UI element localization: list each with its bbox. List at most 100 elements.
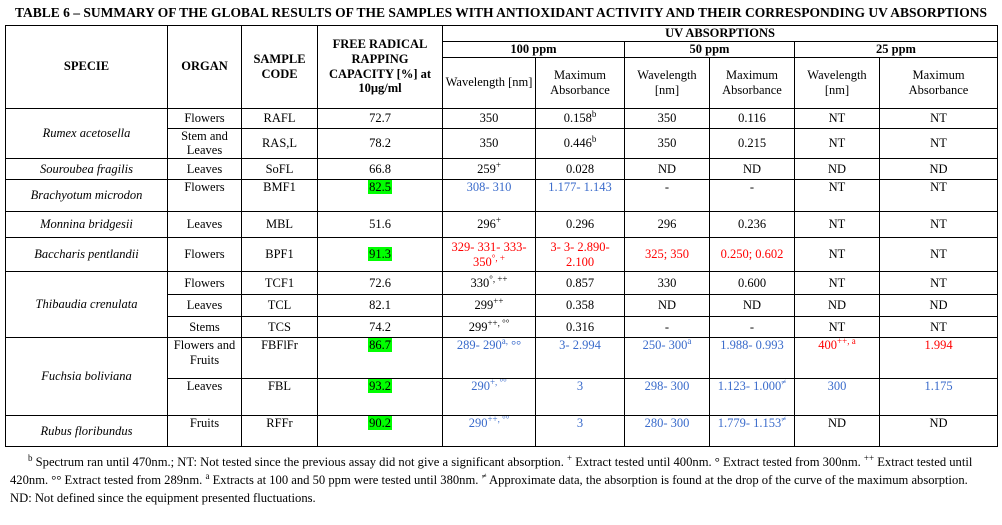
max-absorbance-50ppm-cell: - — [709, 179, 795, 213]
header-organ: ORGAN — [167, 24, 242, 109]
wavelength-100ppm-cell: 350 — [442, 127, 536, 160]
sample-code-cell: TCL — [241, 294, 318, 318]
max-absorbance-25ppm-cell: NT — [878, 127, 999, 160]
max-absorbance-100ppm-cell: 3- 3- 2.890- 2.100 — [535, 237, 625, 273]
wavelength-25ppm-cell: NT — [794, 211, 880, 239]
table-row: Monnina bridgesii Leaves MBL 51.6 296+ 0.296 2… — [5, 211, 999, 239]
max-absorbance-100ppm-cell: 0.028 — [535, 158, 625, 181]
max-absorbance-25ppm-cell: ND — [878, 294, 999, 318]
header-25ppm: 25 ppm — [793, 40, 999, 58]
max-absorbance-25ppm-cell: NT — [878, 211, 999, 239]
organ-cell: Stem and Leaves — [167, 127, 242, 160]
max-absorbance-25ppm-cell: ND — [878, 158, 999, 181]
table-row: Rubus floribundus Fruits RFFr 90.2 290++, °°… — [5, 415, 999, 448]
organ-cell: Leaves — [167, 211, 242, 239]
max-absorbance-25ppm-cell: NT — [878, 271, 999, 296]
species-cell: Monnina bridgesii — [5, 211, 168, 239]
header-specie: SPECIE — [5, 24, 168, 109]
free-radical-capacity-cell: 82.5 — [317, 179, 443, 213]
max-absorbance-50ppm-cell: 1.988- 0.993 — [709, 337, 795, 380]
free-radical-capacity-cell: 51.6 — [317, 211, 443, 239]
max-absorbance-25ppm-cell: NT — [878, 107, 999, 129]
sample-code-cell: FBL — [241, 378, 318, 417]
organ-cell: Leaves — [167, 158, 242, 181]
wavelength-25ppm-cell: 300 — [794, 378, 880, 417]
wavelength-50ppm-cell: 350 — [624, 107, 710, 129]
table-row: Brachyotum microdon Flowers BMF1 82.5 308- 3… — [5, 179, 999, 213]
max-absorbance-50ppm-cell: ND — [709, 158, 795, 181]
table-title: TABLE 6 – SUMMARY OF THE GLOBAL RESULTS … — [15, 5, 987, 20]
max-absorbance-100ppm-cell: 3 — [535, 415, 625, 448]
free-radical-capacity-cell: 93.2 — [317, 378, 443, 417]
wavelength-50ppm-cell: - — [624, 316, 710, 339]
max-absorbance-50ppm-cell: 1.123- 1.000≠ — [709, 378, 795, 417]
sample-code-cell: TCS — [241, 316, 318, 339]
header-max-absorbance-100: Maximum Absorbance — [535, 56, 625, 109]
max-absorbance-100ppm-cell: 0.857 — [535, 271, 625, 296]
header-wavelength-50: Wavelength [nm] — [624, 56, 710, 109]
max-absorbance-50ppm-cell: 0.215 — [709, 127, 795, 160]
max-absorbance-100ppm-cell: 0.446b — [535, 127, 625, 160]
table-row: Rumex acetosella Flowers RAFL 72.7 350 0.158b… — [5, 107, 999, 160]
wavelength-100ppm-cell: 259+ — [442, 158, 536, 181]
wavelength-50ppm-cell: ND — [624, 294, 710, 318]
max-absorbance-25ppm-cell: NT — [878, 179, 999, 213]
wavelength-25ppm-cell: 400++, a — [794, 337, 880, 380]
max-absorbance-100ppm-cell: 3- 2.994 — [535, 337, 625, 380]
free-radical-capacity-cell: 91.3 — [317, 237, 443, 273]
wavelength-25ppm-cell: NT — [794, 127, 880, 160]
wavelength-50ppm-cell: 296 — [624, 211, 710, 239]
free-radical-capacity-cell: 72.6 — [317, 271, 443, 296]
free-radical-capacity-cell: 72.7 — [317, 107, 443, 129]
free-radical-capacity-cell: 82.1 — [317, 294, 443, 318]
free-radical-capacity-cell: 74.2 — [317, 316, 443, 339]
wavelength-25ppm-cell: NT — [794, 179, 880, 213]
organ-cell: Flowers — [167, 237, 242, 273]
sample-code-cell: MBL — [241, 211, 318, 239]
free-radical-capacity-cell: 90.2 — [317, 415, 443, 448]
species-cell: Fuchsia boliviana — [5, 337, 168, 417]
wavelength-25ppm-cell: ND — [794, 158, 880, 181]
table-row: Stems TCS 74.2 299++, °° 0.316- - NT NT — [6, 316, 999, 339]
organ-cell: Flowers — [167, 179, 242, 213]
organ-cell: Flowers and Fruits — [167, 337, 242, 380]
organ-cell: Leaves — [167, 378, 242, 417]
max-absorbance-25ppm-cell: NT — [878, 316, 999, 339]
header-sample-code: SAMPLE CODE — [241, 24, 318, 109]
wavelength-100ppm-cell: 290++, °° — [442, 415, 536, 448]
wavelength-50ppm-cell: 325; 350 — [624, 237, 710, 273]
free-radical-capacity-cell: 86.7 — [317, 337, 443, 380]
max-absorbance-50ppm-cell: 0.600 — [709, 271, 795, 296]
max-absorbance-100ppm-cell: 3 — [535, 378, 625, 417]
table-row: Thibaudia crenulata Flowers TCF1 72.6 330°, … — [5, 271, 999, 339]
sample-code-cell: BPF1 — [241, 237, 318, 273]
wavelength-50ppm-cell: 298- 300 — [624, 378, 710, 417]
header-wavelength-25: Wavelength [nm] — [794, 56, 880, 109]
header-100ppm: 100 ppm — [442, 40, 625, 58]
highlighted-value: 90.2 — [368, 416, 392, 431]
max-absorbance-50ppm-cell: ND — [709, 294, 795, 318]
wavelength-100ppm-cell: 289- 290a, °° — [442, 337, 536, 380]
wavelength-25ppm-cell: NT — [794, 316, 880, 339]
max-absorbance-50ppm-cell: 0.116 — [709, 107, 795, 129]
max-absorbance-100ppm-cell: 0.158b — [535, 107, 625, 129]
sample-code-cell: FBFlFr — [241, 337, 318, 380]
table-row: Souroubea fragilis Leaves SoFL 66.8 259+ 0.02… — [5, 158, 999, 181]
sample-code-cell: TCF1 — [241, 271, 318, 296]
wavelength-100ppm-cell: 299++, °° — [442, 316, 536, 339]
max-absorbance-50ppm-cell: 1.779- 1.153≠ — [709, 415, 795, 448]
wavelength-100ppm-cell: 290+, °° — [442, 378, 536, 417]
organ-cell: Stems — [167, 316, 242, 339]
wavelength-100ppm-cell: 296+ — [442, 211, 536, 239]
wavelength-50ppm-cell: ND — [624, 158, 710, 181]
wavelength-50ppm-cell: 280- 300 — [624, 415, 710, 448]
organ-cell: Flowers — [167, 107, 242, 129]
header-max-absorbance-25: Maximum Absorbance — [878, 56, 999, 109]
sample-code-cell: SoFL — [241, 158, 318, 181]
sample-code-cell: RFFr — [241, 415, 318, 448]
highlighted-value: 82.5 — [368, 180, 392, 195]
table-row: Fuchsia boliviana Flowers and Fruits FBFlF… — [5, 337, 999, 417]
max-absorbance-25ppm-cell: NT — [878, 237, 999, 273]
table-header: SPECIE ORGAN SAMPLE CODE FREE RADICAL RA… — [5, 24, 999, 109]
header-free-radical-capacity: FREE RADICAL RAPPING CAPACITY [%] at 10µ… — [317, 24, 443, 109]
